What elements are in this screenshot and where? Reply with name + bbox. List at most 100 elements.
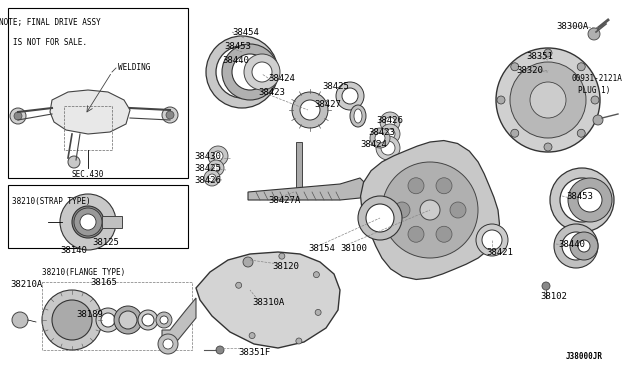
Circle shape (577, 63, 585, 71)
Text: SEC.430: SEC.430 (72, 170, 104, 179)
Circle shape (562, 232, 590, 260)
Circle shape (588, 28, 600, 40)
Circle shape (577, 129, 585, 137)
Circle shape (244, 54, 280, 90)
Text: 38351: 38351 (526, 52, 553, 61)
Circle shape (375, 133, 385, 143)
Circle shape (542, 282, 550, 290)
Circle shape (204, 170, 220, 186)
Circle shape (292, 92, 328, 128)
Text: 38300A: 38300A (556, 22, 588, 31)
Circle shape (216, 346, 224, 354)
Circle shape (300, 100, 320, 120)
Text: 38423: 38423 (258, 88, 285, 97)
Circle shape (591, 96, 599, 104)
Circle shape (314, 272, 319, 278)
Circle shape (14, 112, 22, 120)
Text: 38210(STRAP TYPE): 38210(STRAP TYPE) (12, 197, 91, 206)
Text: 38189: 38189 (76, 310, 103, 319)
Circle shape (578, 240, 590, 252)
Circle shape (408, 226, 424, 242)
Circle shape (142, 314, 154, 326)
Circle shape (119, 311, 137, 329)
Circle shape (560, 178, 604, 222)
Polygon shape (360, 141, 499, 279)
Text: 38425: 38425 (194, 164, 221, 173)
Text: 38102: 38102 (540, 292, 567, 301)
Circle shape (252, 62, 272, 82)
Circle shape (60, 194, 116, 250)
Text: 38424: 38424 (268, 74, 295, 83)
Circle shape (206, 36, 278, 108)
Circle shape (510, 62, 586, 138)
Circle shape (12, 312, 28, 328)
Circle shape (213, 151, 223, 161)
Circle shape (72, 206, 104, 238)
Text: 38425: 38425 (322, 82, 349, 91)
Circle shape (358, 196, 402, 240)
Circle shape (114, 306, 142, 334)
Circle shape (52, 300, 92, 340)
Circle shape (68, 156, 80, 168)
Text: 38440: 38440 (558, 240, 585, 249)
Circle shape (450, 202, 466, 218)
Bar (296, 142, 302, 194)
Circle shape (101, 313, 115, 327)
Circle shape (342, 88, 358, 104)
Circle shape (568, 178, 612, 222)
Circle shape (408, 178, 424, 194)
Circle shape (482, 230, 502, 250)
Text: 38453: 38453 (566, 192, 593, 201)
Text: 38453: 38453 (224, 42, 251, 51)
Circle shape (511, 129, 519, 137)
Text: J38000JR: J38000JR (566, 352, 603, 361)
Text: 38427: 38427 (314, 100, 341, 109)
Circle shape (380, 112, 400, 132)
Circle shape (476, 224, 508, 256)
Circle shape (208, 146, 228, 166)
Circle shape (366, 204, 394, 232)
Text: 38454: 38454 (232, 28, 259, 37)
Circle shape (162, 107, 178, 123)
Circle shape (208, 174, 216, 182)
Text: 38210(FLANGE TYPE): 38210(FLANGE TYPE) (42, 268, 125, 277)
Text: 38125: 38125 (92, 238, 119, 247)
Circle shape (160, 316, 168, 324)
Circle shape (550, 168, 614, 232)
Circle shape (382, 162, 478, 258)
Circle shape (530, 82, 566, 118)
Text: PLUG 1): PLUG 1) (578, 86, 611, 95)
Polygon shape (50, 90, 130, 134)
Text: 38426: 38426 (376, 116, 403, 125)
Circle shape (578, 188, 602, 212)
Bar (8, 8, 188, 178)
Circle shape (376, 136, 400, 160)
Circle shape (158, 334, 178, 354)
Circle shape (336, 82, 364, 110)
Text: 38120: 38120 (272, 262, 299, 271)
Circle shape (315, 310, 321, 315)
Circle shape (593, 115, 603, 125)
Text: 38440: 38440 (222, 56, 249, 65)
Circle shape (216, 46, 268, 98)
Circle shape (511, 63, 519, 71)
Circle shape (10, 108, 26, 124)
Text: WELDING: WELDING (118, 64, 150, 73)
Circle shape (544, 143, 552, 151)
Ellipse shape (354, 109, 362, 123)
Circle shape (236, 282, 242, 288)
Text: 38100: 38100 (340, 244, 367, 253)
Text: 38310A: 38310A (252, 298, 284, 307)
Circle shape (208, 160, 224, 176)
Bar (42, 282, 192, 350)
Bar (8, 185, 188, 248)
Circle shape (394, 202, 410, 218)
Text: IS NOT FOR SALE.: IS NOT FOR SALE. (13, 38, 87, 47)
Circle shape (156, 312, 172, 328)
Text: 38430: 38430 (194, 152, 221, 161)
Circle shape (74, 208, 102, 236)
Circle shape (496, 48, 600, 152)
Bar (102, 216, 122, 228)
Text: 38423: 38423 (368, 128, 395, 137)
Circle shape (232, 54, 268, 90)
